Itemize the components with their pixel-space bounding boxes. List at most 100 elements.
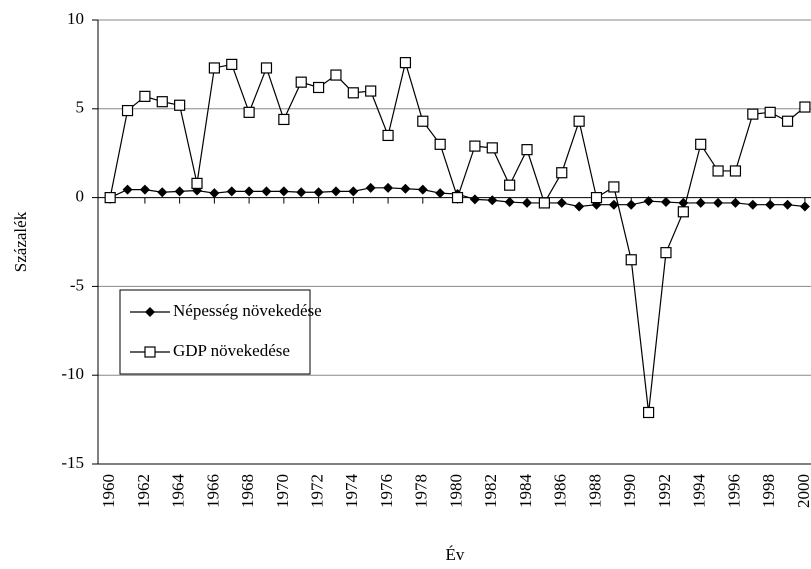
marker (522, 197, 533, 208)
marker (208, 62, 220, 74)
legend-label: GDP növekedése (173, 341, 290, 360)
marker (313, 187, 324, 198)
marker (487, 195, 498, 206)
marker (574, 201, 585, 212)
marker (400, 183, 411, 194)
marker (156, 96, 168, 108)
marker (469, 140, 481, 152)
marker (139, 90, 151, 102)
x-tick-label: 1976 (377, 474, 396, 508)
y-tick-label: -15 (61, 453, 84, 472)
x-tick-label: 1970 (273, 474, 292, 508)
marker (765, 199, 776, 210)
marker (677, 206, 689, 218)
marker (730, 197, 741, 208)
marker (538, 197, 550, 209)
x-tick-label: 1966 (203, 474, 222, 508)
marker (174, 99, 186, 111)
x-tick-label: 1988 (585, 474, 604, 508)
marker (417, 184, 428, 195)
x-tick-label: 1960 (99, 474, 118, 508)
legend-box (119, 289, 311, 375)
marker (608, 199, 619, 210)
marker (417, 115, 429, 127)
marker (278, 186, 289, 197)
x-tick-label: 1990 (620, 474, 639, 508)
marker (365, 85, 377, 97)
marker (660, 197, 671, 208)
marker (451, 192, 464, 204)
marker (191, 177, 203, 189)
marker (312, 81, 325, 94)
marker (504, 197, 515, 208)
y-axis-label: Százalék (11, 211, 30, 272)
marker (799, 201, 810, 212)
marker (174, 186, 185, 197)
x-tick-label: 1996 (724, 474, 743, 508)
marker (295, 76, 307, 88)
x-tick-label: 1998 (759, 474, 778, 508)
marker (799, 101, 811, 113)
x-tick-label: 1992 (655, 474, 674, 508)
marker (435, 188, 446, 199)
marker (278, 113, 290, 126)
marker (139, 184, 150, 195)
marker (244, 186, 255, 197)
marker (764, 106, 776, 118)
marker (365, 182, 376, 193)
x-tick-label: 1964 (169, 474, 188, 509)
marker (226, 186, 237, 197)
marker (608, 181, 620, 193)
y-tick-label: -10 (61, 364, 84, 383)
x-tick-label: 1972 (307, 474, 326, 508)
x-tick-label: 1982 (481, 474, 500, 508)
x-tick-label: 1994 (690, 474, 709, 509)
marker (504, 179, 516, 191)
x-tick-label: 1974 (342, 474, 361, 509)
y-tick-label: -5 (70, 275, 84, 294)
y-tick-label: 0 (76, 187, 85, 206)
marker (121, 104, 134, 117)
marker (348, 186, 359, 197)
x-tick-label: 1968 (238, 474, 257, 508)
marker (122, 184, 133, 195)
marker (713, 197, 724, 208)
marker (243, 106, 255, 118)
x-tick-label: 1978 (412, 474, 431, 508)
marker (486, 142, 498, 154)
marker (296, 187, 307, 198)
marker (330, 69, 342, 81)
legend-marker (144, 346, 156, 358)
marker (712, 165, 724, 177)
marker (157, 187, 168, 198)
marker (729, 165, 742, 177)
marker (209, 188, 220, 199)
marker (590, 192, 603, 204)
marker (260, 62, 273, 74)
marker (695, 138, 707, 150)
marker (469, 194, 480, 205)
marker (747, 199, 758, 210)
y-tick-label: 10 (67, 9, 84, 28)
x-tick-label: 2000 (794, 474, 811, 508)
marker (660, 247, 672, 259)
marker (747, 108, 759, 120)
marker (226, 58, 238, 71)
x-tick-label: 1984 (516, 474, 535, 509)
marker (643, 196, 654, 207)
legend-label: Népesség növekedése (173, 301, 322, 320)
marker (330, 186, 341, 197)
x-tick-label: 1986 (551, 474, 570, 508)
marker (556, 167, 568, 179)
marker (626, 199, 637, 210)
marker (347, 87, 359, 99)
marker (383, 182, 394, 193)
marker (434, 138, 446, 150)
marker (382, 129, 394, 142)
marker (642, 406, 655, 419)
x-tick-label: 1962 (134, 474, 153, 508)
marker (573, 115, 585, 127)
x-axis-label: Év (446, 545, 465, 564)
marker (521, 144, 533, 156)
x-tick-label: 1980 (446, 474, 465, 508)
